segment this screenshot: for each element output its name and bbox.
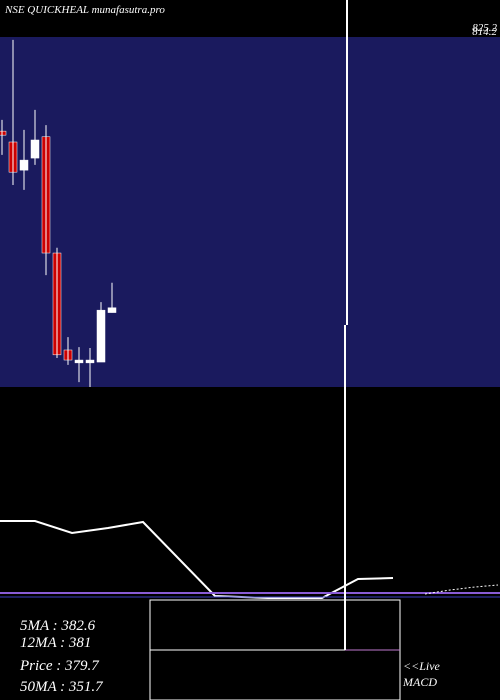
- stat: Price : 379.7: [19, 658, 100, 674]
- stat: 50MA : 351.7: [20, 679, 104, 695]
- candle-body: [0, 130, 7, 136]
- stat: 5MA : 382.6: [20, 618, 96, 634]
- corner-label: 814.2: [472, 26, 497, 38]
- live-line: [424, 584, 499, 595]
- indicator-panel: [0, 520, 500, 700]
- note: <<Live: [403, 659, 441, 673]
- stat: 12MA : 381: [20, 635, 91, 651]
- macd-line: [0, 520, 394, 599]
- note: MACD: [402, 675, 437, 689]
- chart-title: NSE QUICKHEAL munafasutra.pro: [4, 4, 165, 16]
- corner-label: 825.2: [472, 22, 497, 34]
- price-panel: [0, 37, 500, 387]
